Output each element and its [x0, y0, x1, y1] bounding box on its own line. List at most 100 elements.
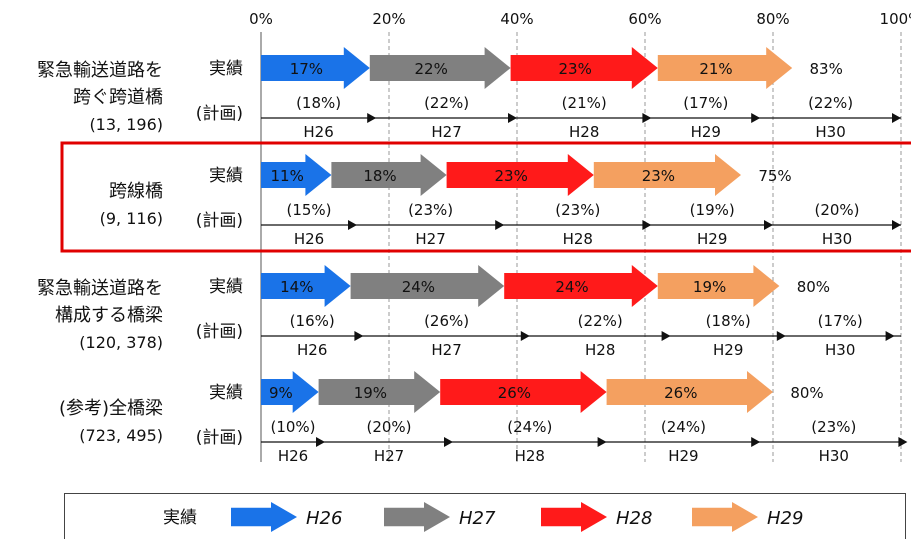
actual-arrow-H28: [446, 154, 594, 196]
plan-value-label: (23%): [811, 418, 856, 436]
plan-value-label: (24%): [507, 418, 552, 436]
plan-year-label: H30: [822, 230, 852, 248]
actual-value-label: 26%: [498, 384, 531, 402]
plan-row-label: (計画): [196, 211, 243, 231]
plan-year-label: H29: [668, 447, 698, 465]
highlight-frame: [60, 141, 911, 253]
plan-value-label: (10%): [270, 418, 315, 436]
plan-arrowhead: [661, 331, 671, 341]
actual-value-label: 19%: [354, 384, 387, 402]
plan-arrowhead: [508, 113, 517, 123]
actual-value-label: 26%: [664, 384, 697, 402]
actual-arrow-H27: [331, 154, 447, 196]
plan-year-label: H26: [303, 123, 333, 141]
actual-value-label: 23%: [495, 167, 528, 185]
plan-year-label: H28: [515, 447, 545, 465]
plan-value-label: (22%): [424, 94, 469, 112]
plan-value-label: (15%): [286, 201, 331, 219]
plan-arrowhead: [444, 437, 453, 447]
plan-year-label: H27: [415, 230, 445, 248]
plan-year-label: H26: [297, 341, 327, 359]
actual-value-label: 23%: [642, 167, 675, 185]
plan-arrowhead: [642, 220, 652, 230]
legend-label: H29: [767, 508, 803, 529]
plan-value-label: (21%): [562, 94, 607, 112]
plan-value-label: (22%): [808, 94, 853, 112]
actual-arrow-H28: [504, 265, 658, 307]
axis-tick-label: 20%: [372, 10, 405, 28]
plan-year-label: H27: [431, 123, 461, 141]
group-name: 構成する橋梁: [55, 305, 163, 326]
group-name: 跨ぐ跨道橋: [73, 87, 163, 108]
plan-year-label: H29: [691, 123, 721, 141]
actual-value-label: 23%: [559, 60, 592, 78]
plan-arrowhead: [520, 331, 530, 341]
plan-value-label: (20%): [366, 418, 411, 436]
actual-row-label: 実績: [209, 277, 243, 297]
actual-arrow-H29: [593, 154, 741, 196]
plan-arrowhead: [776, 331, 786, 341]
actual-arrow-H29: [657, 47, 793, 89]
plan-arrowhead: [885, 331, 895, 341]
plan-row-label: (計画): [196, 104, 243, 124]
actual-value-label: 14%: [280, 278, 313, 296]
actual-total-label: 83%: [810, 60, 843, 78]
legend-label: H26: [306, 508, 342, 529]
actual-arrow-H29: [657, 265, 780, 307]
plan-value-label: (17%): [818, 312, 863, 330]
plan-year-label: H27: [374, 447, 404, 465]
actual-value-label: 9%: [269, 384, 293, 402]
legend-title: 実績: [163, 508, 197, 528]
plan-year-label: H27: [431, 341, 461, 359]
plan-arrowhead: [751, 113, 761, 123]
plan-arrowhead: [316, 437, 325, 447]
actual-arrow-H27: [369, 47, 511, 89]
actual-arrow-H29: [606, 371, 773, 413]
group-count: (723, 495): [79, 426, 163, 445]
plan-year-label: H26: [278, 447, 308, 465]
actual-total-label: 80%: [797, 278, 830, 296]
axis-tick-label: 40%: [500, 10, 533, 28]
actual-value-label: 11%: [271, 167, 304, 185]
actual-value-label: 19%: [693, 278, 726, 296]
actual-value-label: 24%: [555, 278, 588, 296]
actual-value-label: 17%: [290, 60, 323, 78]
actual-arrow-H27: [318, 371, 441, 413]
axis-tick-label: 0%: [249, 10, 273, 28]
plan-arrowhead: [597, 437, 607, 447]
plan-arrowhead: [892, 220, 901, 230]
plan-arrowhead: [495, 220, 505, 230]
actual-total-label: 75%: [758, 167, 791, 185]
legend-arrow-H28: [541, 502, 607, 532]
plan-arrowhead: [898, 437, 908, 447]
plan-year-label: H30: [819, 447, 849, 465]
plan-year-label: H28: [585, 341, 615, 359]
plan-value-label: (24%): [661, 418, 706, 436]
axis-tick-label: 80%: [756, 10, 789, 28]
plan-arrowhead: [751, 437, 761, 447]
actual-arrow-H28: [440, 371, 607, 413]
actual-row-label: 実績: [209, 383, 243, 403]
plan-arrowhead: [892, 113, 901, 123]
plan-year-label: H29: [697, 230, 727, 248]
plan-arrowhead: [642, 113, 652, 123]
legend-box: [64, 493, 906, 539]
group-count: (120, 378): [79, 333, 163, 352]
group-name: 跨線橋: [109, 181, 163, 202]
plan-year-label: H28: [563, 230, 593, 248]
legend-label: H28: [616, 508, 652, 529]
actual-arrow-H27: [350, 265, 505, 307]
actual-row-label: 実績: [209, 59, 243, 79]
actual-total-label: 80%: [790, 384, 823, 402]
axis-tick-label: 100%: [880, 10, 911, 28]
plan-value-label: (22%): [578, 312, 623, 330]
group-count: (9, 116): [100, 209, 163, 228]
plan-year-label: H30: [825, 341, 855, 359]
legend-label: H27: [459, 508, 496, 529]
actual-arrow-H26: [261, 265, 351, 307]
plan-year-label: H30: [815, 123, 845, 141]
actual-arrow-H26: [261, 371, 319, 413]
group-name: (参考)全橋梁: [59, 398, 163, 419]
actual-value-label: 18%: [363, 167, 396, 185]
